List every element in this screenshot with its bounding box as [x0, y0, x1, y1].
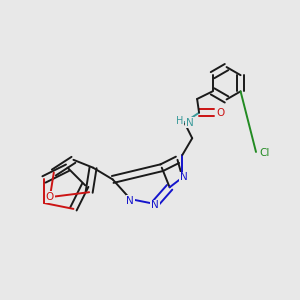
Text: N: N — [186, 118, 194, 128]
Text: H: H — [176, 116, 184, 126]
Text: O: O — [216, 108, 224, 118]
Text: N: N — [127, 196, 134, 206]
Text: N: N — [151, 200, 159, 211]
Text: O: O — [46, 192, 54, 202]
Text: N: N — [180, 172, 188, 182]
Text: Cl: Cl — [259, 148, 269, 158]
